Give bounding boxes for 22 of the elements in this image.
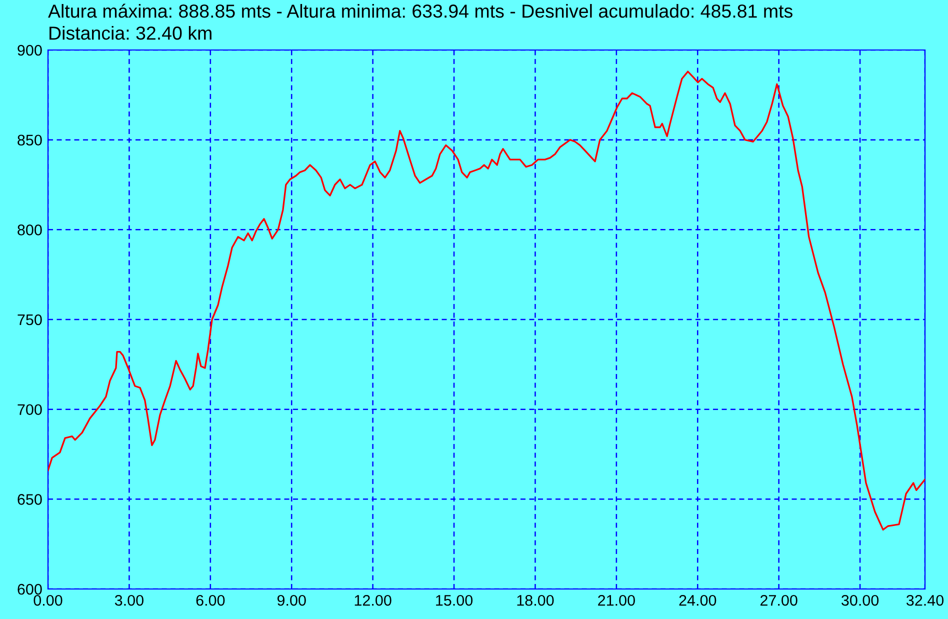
x-tick-label: 6.00 bbox=[196, 594, 225, 606]
x-tick-label: 27.00 bbox=[760, 594, 798, 606]
y-tick-label: 700 bbox=[18, 404, 42, 416]
x-tick-label: 0.00 bbox=[34, 594, 62, 606]
chart-title: Altura máxima: 888.85 mts - Altura minima: 633.94 mts - Desnivel acumulado: 485.81 mts bbox=[48, 4, 792, 18]
chart-subtitle: Distancia: 32.40 km bbox=[50, 26, 212, 40]
x-tick-label: 30.00 bbox=[842, 594, 879, 606]
x-tick-label: 3.00 bbox=[114, 594, 144, 606]
y-tick-label: 650 bbox=[18, 494, 42, 505]
y-tick-label: 850 bbox=[18, 134, 42, 146]
x-tick-label: 24.00 bbox=[679, 594, 716, 606]
x-tick-label: 15.00 bbox=[436, 594, 473, 606]
y-tick-label: 800 bbox=[18, 224, 42, 236]
x-tick-label: 12.00 bbox=[354, 594, 392, 606]
y-tick-label: 750 bbox=[18, 314, 42, 326]
line-series bbox=[48, 70, 925, 531]
x-tick-label: 21.00 bbox=[598, 594, 635, 606]
y-tick-label: 900 bbox=[18, 44, 42, 56]
y-tick-label: 600 bbox=[18, 584, 42, 595]
x-tick-label: 32.40 bbox=[906, 594, 944, 606]
x-tick-label: 18.00 bbox=[517, 594, 554, 606]
x-tick-label: 9.00 bbox=[277, 594, 306, 606]
